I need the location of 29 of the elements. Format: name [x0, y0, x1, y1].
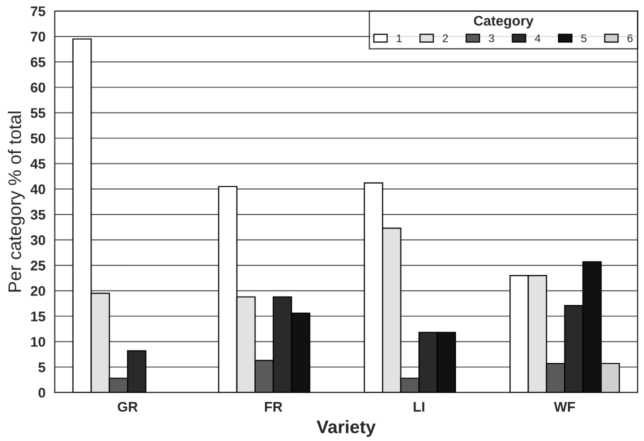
y-tick-label: 15	[31, 312, 46, 322]
y-tick-label: 0	[38, 388, 46, 398]
y-tick-label: 50	[30, 134, 46, 144]
y-tick-label: 70	[30, 32, 46, 42]
legend-label: 2	[442, 34, 448, 42]
y-tick-label: 25	[30, 260, 46, 271]
y-tick-label: 75	[30, 6, 46, 16]
y-tick-label: 5	[38, 362, 46, 372]
legend-title: Category	[474, 16, 534, 28]
y-tick-label: 30	[30, 235, 46, 246]
x-tick-label: GR	[118, 402, 138, 412]
legend-label: 3	[488, 34, 494, 42]
x-axis-title: Variety	[316, 420, 376, 437]
legend-label: 4	[534, 34, 540, 42]
legend-label: 1	[396, 34, 402, 42]
x-tick-label: FR	[264, 402, 282, 412]
legend-label: 6	[628, 34, 633, 42]
y-tick-label: 60	[30, 82, 46, 92]
x-tick-label: WF	[554, 402, 575, 412]
legend-label: 5	[581, 34, 586, 42]
y-tick-label: 40	[30, 184, 46, 194]
y-tick-label: 55	[30, 108, 46, 118]
x-tick-label: LI	[414, 402, 424, 412]
y-tick-label: 10	[31, 336, 46, 347]
y-tick-label: 20	[30, 286, 46, 296]
y-tick-label: 65	[30, 57, 46, 68]
y-tick-label: 45	[30, 159, 46, 169]
y-tick-label: 35	[30, 210, 46, 220]
y-axis-title: Per category % of total	[8, 112, 25, 292]
